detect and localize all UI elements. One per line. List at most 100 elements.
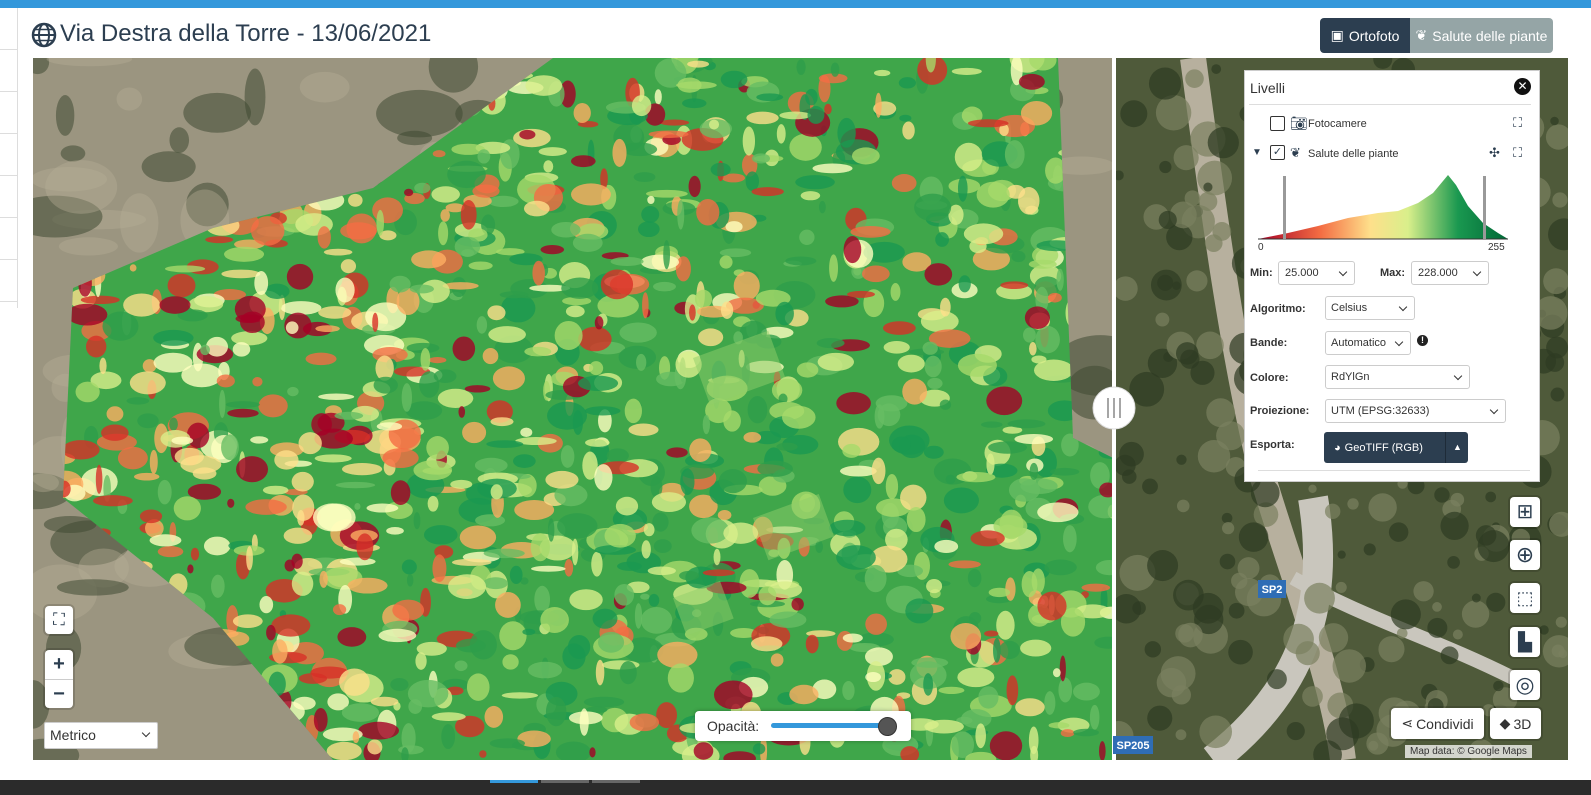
heat-patch [875,92,882,118]
heat-patch [142,359,157,373]
tool-button[interactable]: ⊞ [1510,497,1540,527]
heat-patch [1094,636,1113,649]
heat-patch [890,283,901,301]
tree [1116,593,1142,624]
tree [1150,269,1182,301]
heat-patch [291,471,314,492]
export-button[interactable]: ◕ GeoTIFF (RGB) ▲ [1324,432,1468,463]
terrain-patch [299,71,350,103]
heat-patch [1049,467,1080,476]
heat-patch [1063,525,1077,553]
fullscreen-button[interactable]: ⛶ [45,606,73,634]
heat-patch [745,171,760,192]
heat-patch [188,296,224,313]
heat-patch [496,248,525,256]
min-input[interactable]: 25.000 [1278,261,1355,285]
heat-patch [1021,570,1038,598]
share-button[interactable]: ⋖ Condividi [1391,708,1484,739]
heat-patch [598,631,625,653]
heat-patch [640,254,680,270]
max-input[interactable]: 228.000 [1411,261,1489,285]
units-select[interactable]: Metrico [44,722,158,749]
heat-patch [1029,462,1039,480]
heat-patch [572,233,603,252]
road-shield [1258,580,1286,598]
ortofoto-button[interactable]: ▣ Ortofoto [1320,18,1410,53]
bands-select[interactable]: Automatico [1325,331,1411,355]
info-icon[interactable]: ! [1417,335,1428,346]
heat-patch [654,58,687,88]
min-handle[interactable] [1283,176,1286,239]
terrain-patch [141,151,196,183]
divider [1258,470,1530,471]
tool-button[interactable]: ▙ [1510,627,1540,657]
heat-patch [718,469,747,494]
heat-patch [476,316,488,334]
heat-patch [733,271,760,301]
zoom-out[interactable]: − [53,683,65,705]
algorithm-select[interactable]: Celsius [1325,296,1415,320]
heat-patch [530,533,550,562]
heat-patch [1020,478,1058,495]
heat-patch [323,248,353,256]
color-select[interactable]: RdYlGn [1325,365,1470,389]
projection-select[interactable]: UTM (EPSG:32633) [1325,399,1506,423]
heat-patch [589,747,596,758]
max-handle[interactable] [1483,176,1486,239]
tool-button[interactable]: ⊕ [1510,540,1540,570]
heat-patch [694,289,713,309]
button-label: Condividi [1416,715,1474,732]
heat-patch [1074,604,1111,619]
heat-patch [415,652,427,670]
heat-patch [522,628,536,636]
heat-patch [656,702,678,729]
plant-health-button[interactable]: ❦ Salute delle piante [1410,18,1553,53]
heat-patch [126,397,150,405]
collapse-toggle[interactable]: ▼ [1252,147,1262,158]
expand-icon[interactable]: ⛶ [1513,115,1523,130]
tree [1116,454,1136,476]
heat-patch [441,678,469,692]
move-icon[interactable]: ✣ [1489,145,1500,160]
heat-patch [717,510,732,521]
3d-button[interactable]: ◆ 3D [1490,708,1541,739]
tool-button[interactable]: ◎ [1510,670,1540,700]
heat-patch [145,519,164,538]
heat-patch [1090,462,1110,489]
close-button[interactable]: ✕ [1514,78,1531,95]
heat-patch [818,200,826,214]
heat-patch [406,342,440,354]
heat-patch [689,494,718,519]
heat-patch [799,229,815,245]
checkbox[interactable]: ✓ [1270,145,1285,160]
heat-patch [520,427,533,438]
heat-patch [514,500,555,520]
heat-patch [1015,698,1045,717]
heat-patch [543,160,554,173]
tool-button[interactable]: ⬚ [1510,583,1540,613]
heat-patch [411,250,447,269]
opacity-thumb[interactable] [878,717,897,736]
heat-patch [63,440,100,460]
heat-patch [677,77,702,93]
tree [1185,69,1204,88]
tree [1440,646,1459,665]
zoom-in[interactable]: + [45,650,73,680]
tree [1549,511,1568,537]
heat-patch [923,445,944,459]
tree [1173,145,1199,171]
heat-patch [523,200,550,217]
checkbox[interactable] [1270,116,1285,131]
heat-patch [450,479,473,489]
tree [1197,160,1233,196]
heat-patch [642,292,649,319]
heat-patch [948,560,981,569]
terrain-patch [1048,156,1113,175]
heat-patch [957,175,968,202]
tree [1175,342,1199,365]
heat-patch [981,421,1003,428]
bottom-tab [541,780,589,783]
expand-icon[interactable]: ⛶ [1513,145,1523,160]
bottom-tab [490,780,538,783]
heat-patch [551,221,581,238]
